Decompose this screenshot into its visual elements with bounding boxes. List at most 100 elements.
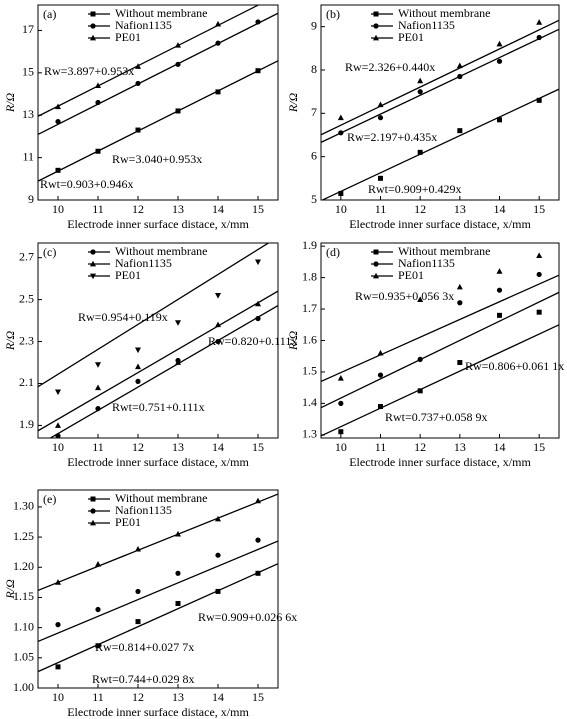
x-tick-label: 12 — [414, 202, 426, 216]
x-tick-label: 11 — [375, 440, 387, 454]
annotation: Rwt=0.751+0.111x — [112, 400, 205, 414]
marker — [175, 530, 181, 537]
x-tick-label: 10 — [335, 202, 347, 216]
marker — [496, 287, 503, 293]
x-tick-label: 12 — [132, 202, 144, 216]
marker — [417, 296, 424, 303]
legend-label: Nafion1135 — [398, 256, 455, 270]
fit-line — [321, 28, 559, 143]
y-tick-label: 17 — [22, 22, 34, 36]
y-tick-label: 8 — [311, 62, 317, 76]
marker — [536, 271, 542, 278]
x-tick-label: 10 — [52, 202, 64, 216]
y-tick-label: 11 — [22, 149, 34, 163]
marker — [255, 19, 261, 25]
marker — [373, 11, 379, 17]
panel-label: (e) — [43, 492, 56, 506]
x-tick-label: 11 — [92, 202, 104, 216]
marker — [536, 34, 542, 41]
marker — [536, 309, 542, 315]
fit-line — [321, 274, 559, 383]
marker — [55, 433, 61, 438]
plot-frame — [320, 4, 560, 201]
marker — [95, 99, 101, 106]
y-tick-label: 1.9 — [302, 238, 317, 252]
marker — [417, 356, 423, 362]
x-tick-label: 13 — [172, 690, 184, 704]
x-axis-label: Electrode inner surface distace, x/mm — [67, 705, 249, 719]
marker — [496, 58, 503, 64]
marker — [417, 149, 423, 155]
marker — [215, 20, 221, 27]
marker — [215, 89, 221, 95]
annotation: Rwt=0.737+0.058 9x — [385, 410, 488, 424]
marker — [90, 11, 96, 17]
marker — [373, 272, 379, 279]
plot-frame — [37, 489, 279, 689]
panel: (b) 10 11 12 13 14 15 5 6 7 8 9 Electrode inner surf… — [286, 4, 560, 231]
x-tick-label: 13 — [172, 440, 184, 454]
marker — [215, 338, 221, 345]
panel-label: (d) — [326, 245, 340, 259]
plot-area — [38, 5, 278, 182]
marker — [377, 372, 384, 378]
fit-line — [38, 60, 278, 182]
legend-label: PE01 — [115, 30, 141, 44]
marker — [90, 260, 96, 267]
marker — [135, 127, 141, 133]
x-tick-label: 13 — [454, 440, 466, 454]
marker — [55, 389, 61, 396]
x-tick-label: 10 — [52, 690, 64, 704]
y-axis-label: R/Ω — [3, 331, 17, 352]
fit-line — [321, 291, 559, 409]
marker — [338, 191, 344, 196]
x-tick-label: 12 — [132, 690, 144, 704]
y-tick-label: 1.5 — [302, 364, 317, 378]
y-axis-label: R/Ω — [3, 579, 17, 600]
annotation: Rw=0.806+0.061 1x — [465, 359, 564, 373]
marker — [373, 23, 379, 29]
x-tick-label: 15 — [533, 440, 545, 454]
plot-area — [38, 493, 278, 673]
marker — [215, 515, 221, 522]
plot-area — [321, 252, 559, 437]
marker — [55, 167, 61, 173]
y-axis-label: R/Ω — [286, 331, 300, 352]
marker — [90, 34, 96, 41]
plot-area — [321, 19, 559, 200]
x-tick-label: 15 — [252, 690, 264, 704]
marker — [135, 378, 141, 384]
x-axis-label: Electrode inner surface distace, x/mm — [349, 217, 531, 231]
marker — [457, 300, 463, 306]
marker — [536, 19, 543, 25]
y-tick-label: 1.6 — [302, 332, 317, 346]
marker — [456, 283, 463, 290]
legend-label: PE01 — [398, 30, 424, 44]
marker — [377, 349, 384, 356]
legend-label: Nafion1135 — [398, 18, 455, 32]
y-tick-label: 7 — [311, 105, 317, 119]
marker — [175, 600, 181, 606]
fit-line — [38, 540, 278, 643]
x-tick-label: 15 — [252, 440, 264, 454]
marker — [373, 34, 379, 41]
marker — [378, 175, 383, 181]
y-axis-label: R/Ω — [286, 93, 300, 114]
annotation: Rw=0.909+0.026 6x — [198, 610, 297, 624]
y-tick-label: 2.1 — [19, 375, 34, 389]
panel: (c) 10 11 12 13 14 15 1.9 2.1 2.3 2.5 2.7 Electrode … — [3, 242, 297, 469]
x-tick-label: 13 — [454, 202, 466, 216]
y-tick-label: 2.3 — [19, 333, 34, 347]
fit-line — [321, 19, 559, 136]
marker — [55, 118, 61, 125]
marker — [536, 252, 543, 258]
marker — [255, 570, 261, 576]
marker — [135, 619, 141, 625]
marker — [90, 508, 96, 514]
x-axis-label: Electrode inner surface distace, x/mm — [67, 455, 249, 469]
marker — [90, 249, 96, 255]
marker — [373, 249, 379, 255]
legend-label: Nafion1135 — [115, 503, 172, 517]
y-tick-label: 6 — [311, 148, 317, 162]
